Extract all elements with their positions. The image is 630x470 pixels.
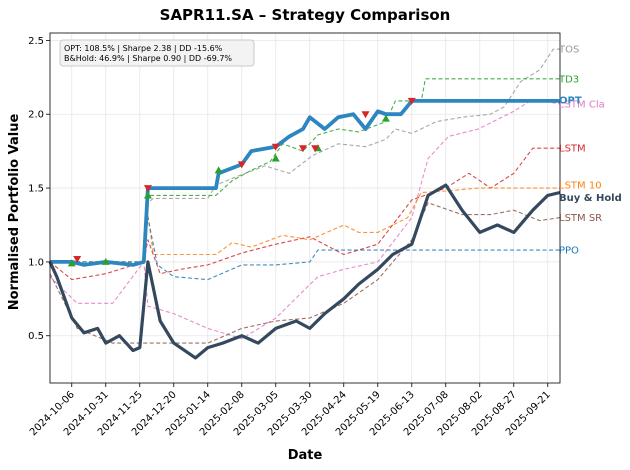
buy-marker [67, 259, 76, 267]
y-tick-label: 2.5 [28, 36, 44, 47]
y-tick-label: 1.0 [28, 257, 44, 268]
marker-layer [67, 97, 416, 267]
y-tick-label: 1.5 [28, 184, 44, 195]
annotation-line-bh: B&Hold: 46.9% | Sharpe 0.90 | DD -69.7% [64, 54, 232, 63]
end-label-ppo: PPO [559, 246, 579, 257]
end-label-lstm: LSTM [559, 144, 586, 155]
end-label-lstm-sr: LSTM SR [559, 213, 602, 224]
sell-marker [298, 145, 307, 153]
series-line-lstm-sr [49, 202, 561, 344]
grid-layer [50, 33, 560, 383]
end-label-buy-hold: Buy & Hold [559, 193, 622, 204]
buy-marker [214, 166, 223, 174]
series-line-tos [50, 48, 560, 263]
sell-marker [361, 111, 370, 119]
sell-marker [143, 185, 152, 193]
sell-marker [311, 145, 320, 153]
annotation-line-opt: OPT: 108.5% | Sharpe 2.38 | DD -15.6% [64, 44, 223, 53]
y-axis-title: Normalised Portfolio Value [7, 114, 22, 311]
series-line-buy-hold [48, 183, 561, 360]
y-tick-label: 0.5 [28, 331, 44, 342]
series-line-opt [50, 99, 560, 267]
sell-marker [237, 161, 246, 169]
stats-annotation: OPT: 108.5% | Sharpe 2.38 | DD -15.6% B&… [59, 39, 255, 67]
series-line-ppo [50, 217, 560, 281]
plot-frame [49, 32, 561, 384]
series-line-lstm-10 [50, 187, 560, 263]
end-label-opt: OPT [559, 95, 582, 106]
y-tick-label: 2.0 [28, 110, 44, 121]
buy-marker [271, 154, 280, 162]
sell-marker [407, 97, 416, 105]
end-label-lstm-cla: LSTM Cla [559, 99, 605, 110]
end-label-td3: TD3 [558, 74, 579, 85]
annotation-box [59, 39, 255, 67]
buy-marker [381, 114, 390, 122]
chart-title: SAPR11.SA – Strategy Comparison [160, 6, 451, 24]
end-label-tos: TOS [558, 45, 579, 56]
sell-marker [271, 143, 280, 151]
buy-marker [143, 191, 152, 199]
sell-marker [73, 255, 82, 263]
end-label-lstm-10: LSTM 10 [559, 181, 602, 192]
x-axis-title: Date [288, 448, 323, 463]
buy-marker [101, 257, 110, 265]
series-layer [48, 48, 561, 360]
